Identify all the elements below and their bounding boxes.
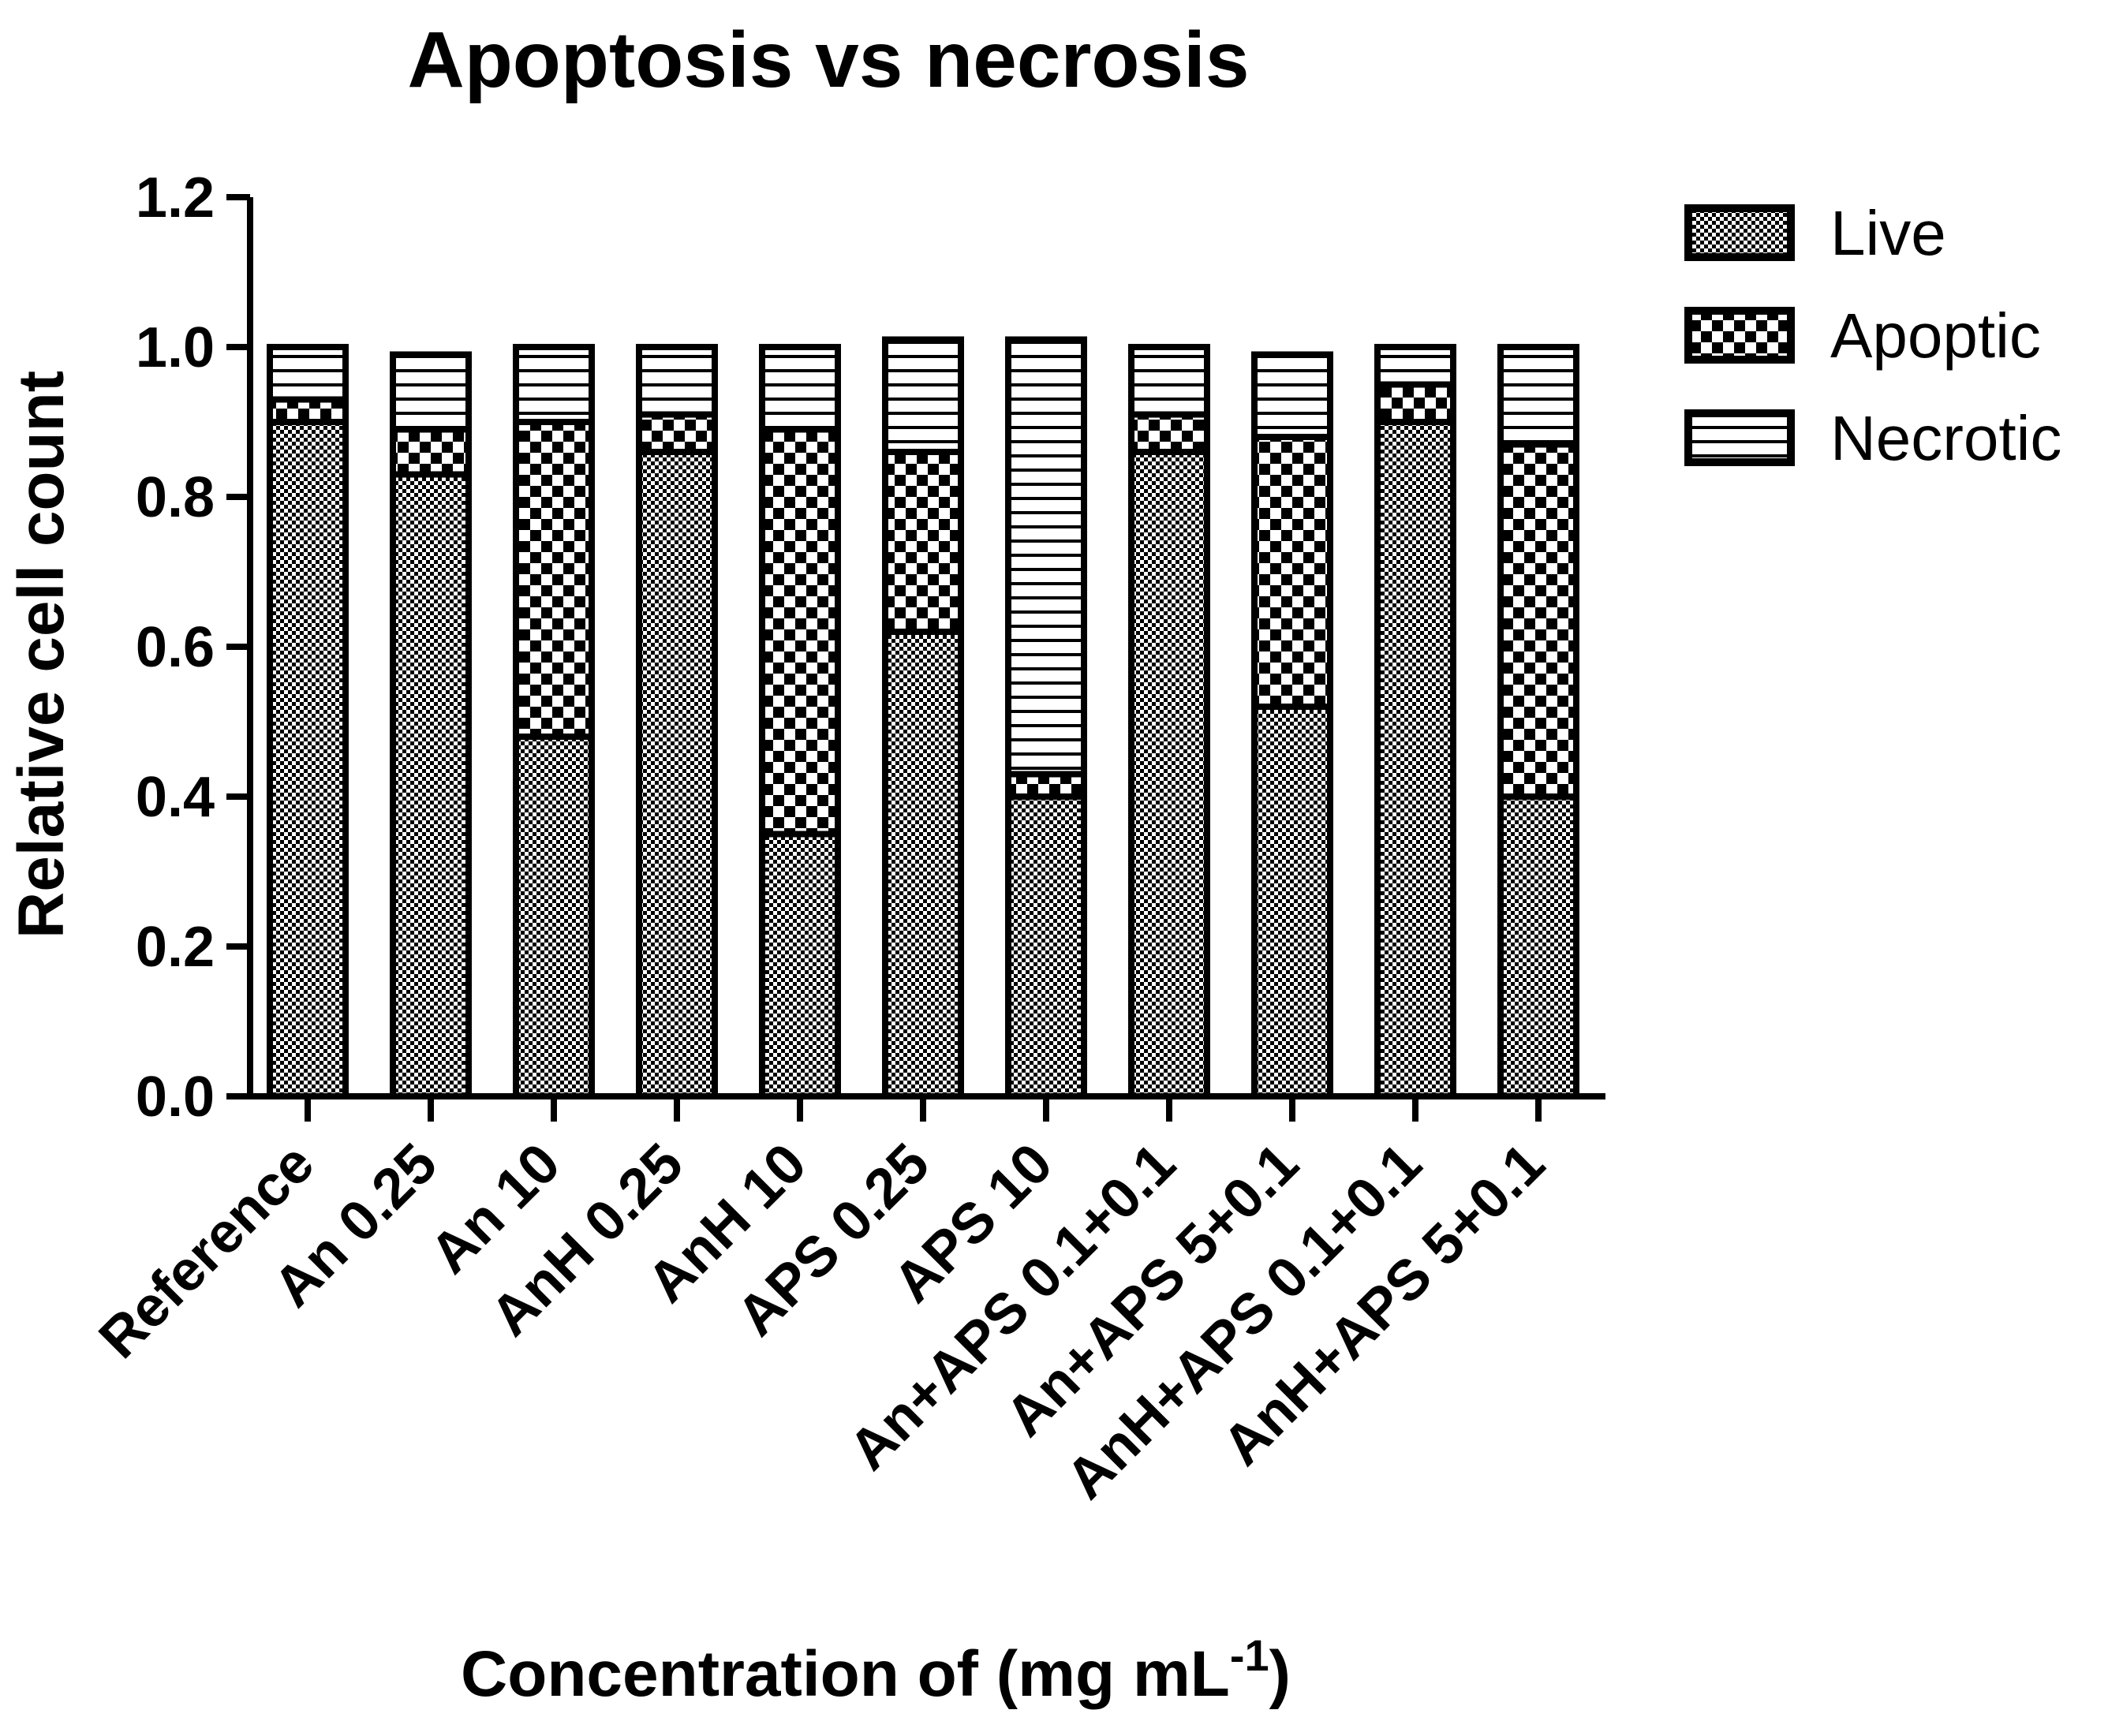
y-axis-title: Relative cell count [6,371,77,939]
bar-stack [1497,344,1579,1099]
bar-necrotic [1128,344,1210,418]
bar-live [513,734,595,1099]
bar-live [759,831,841,1099]
bar-necrotic [1251,351,1333,440]
bar-necrotic [513,344,595,425]
y-tick-label: 0.4 [136,766,215,829]
bar-stack [267,344,349,1099]
bar-stack [636,344,718,1099]
legend-item: Apoptic [1684,301,2041,371]
bar-live [390,471,472,1099]
bar-stack [513,344,595,1099]
bar-necrotic [1374,344,1456,388]
x-axis-title-main: Concentration of (mg mL [461,1638,1230,1710]
y-tick-label: 0.2 [136,916,215,979]
legend-label: Necrotic [1830,403,2061,473]
legend-item: Necrotic [1684,403,2061,473]
bar-apoptic [759,426,841,838]
bar-necrotic [267,344,349,403]
bar-apoptic [1005,771,1087,800]
bar-stack [390,351,472,1099]
bar-necrotic [759,344,841,433]
legend: Live Apoptic Necrotic [1684,198,2061,473]
bar-apoptic [267,396,349,425]
bar-stack [759,344,841,1099]
bar-live [1128,449,1210,1099]
bar-live [267,419,349,1099]
legend-swatch-necrotic [1684,409,1795,466]
bars [267,336,1579,1099]
bar-live [882,629,964,1099]
bar-necrotic [390,351,472,433]
bar-apoptic [1251,434,1333,710]
y-tick-label: 0.0 [136,1066,215,1129]
bar-necrotic [636,344,718,418]
x-axis-title-superscript: -1 [1230,1630,1269,1680]
bar-live [1497,793,1579,1099]
y-tick-label: 0.8 [136,466,215,529]
bar-necrotic [1005,336,1087,778]
y-tick-label: 0.6 [136,616,215,679]
bar-stack [882,336,964,1099]
bar-live [1251,704,1333,1099]
bar-live [1374,419,1456,1099]
bar-live [636,449,718,1099]
legend-label: Live [1830,198,1946,268]
bar-stack [1128,344,1210,1099]
bar-apoptic [1374,381,1456,425]
y-tick-label: 1.2 [136,166,215,230]
x-axis-title: Concentration of (mg mL-1) [461,1630,1291,1710]
bar-necrotic [1497,344,1579,448]
legend-label: Apoptic [1830,301,2041,371]
bar-necrotic [882,336,964,455]
y-axis: 0.0 0.2 0.4 0.6 0.8 1.0 1.2 [136,166,253,1129]
bar-live [1005,793,1087,1099]
legend-swatch-live [1684,204,1795,261]
y-tick-label: 1.0 [136,316,215,379]
bar-apoptic [882,449,964,635]
legend-item: Live [1684,198,1946,268]
bar-apoptic [636,411,718,455]
legend-swatch-apoptic [1684,307,1795,364]
bar-stack [1005,336,1087,1099]
bar-apoptic [1128,411,1210,455]
bar-apoptic [1497,441,1579,800]
bar-apoptic [390,426,472,478]
bar-apoptic [513,419,595,740]
chart-title: Apoptosis vs necrosis [408,16,1250,104]
bar-stack [1374,344,1456,1099]
bar-stack [1251,351,1333,1099]
x-axis-title-suffix: ) [1269,1638,1291,1710]
